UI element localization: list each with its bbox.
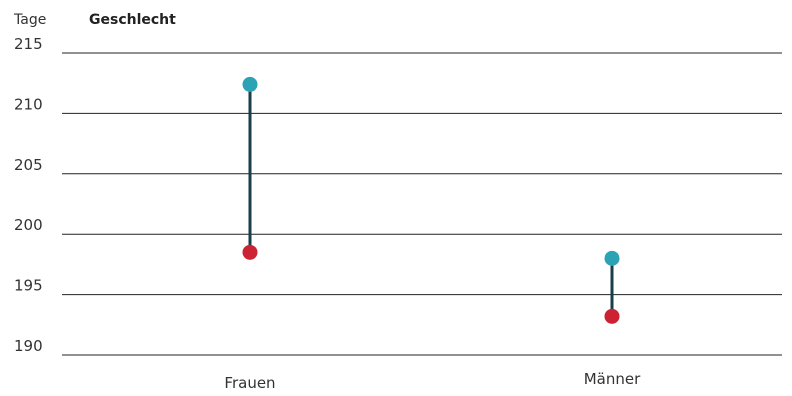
y-tick-label-200: 200	[14, 216, 43, 234]
dumbbell-connectors	[248, 84, 614, 317]
y-axis-unit-label: Tage	[13, 12, 46, 28]
y-tick-label-215: 215	[14, 35, 43, 53]
y-axis-tick-labels: 190 195 200 205 210 215	[14, 35, 43, 355]
point-series-1-Männer	[604, 308, 620, 324]
point-series-1-Frauen	[242, 244, 258, 260]
y-tick-label-210: 210	[14, 95, 43, 113]
data-points	[242, 76, 620, 324]
y-tick-label-190: 190	[14, 337, 43, 355]
point-series-0-Männer	[604, 250, 620, 266]
x-category-label-Frauen: Frauen	[224, 374, 275, 392]
y-tick-label-205: 205	[14, 156, 43, 174]
x-category-label-Männer: Männer	[584, 370, 641, 388]
chart-title: Geschlecht	[89, 12, 176, 28]
point-series-0-Frauen	[242, 76, 258, 92]
gridlines	[62, 52, 782, 356]
category-labels: Frauen Männer	[224, 370, 641, 392]
y-tick-label-195: 195	[14, 277, 43, 295]
